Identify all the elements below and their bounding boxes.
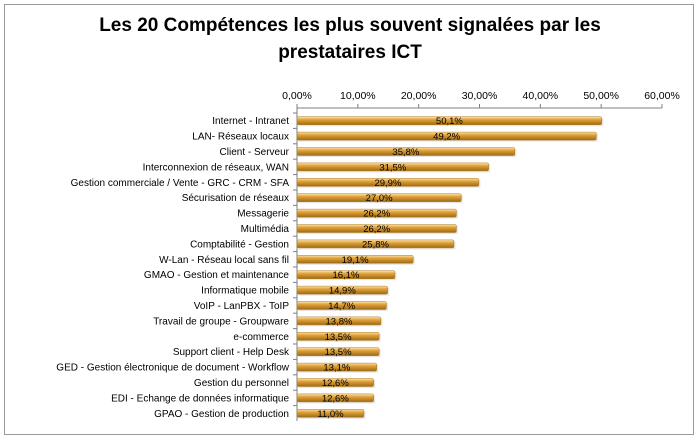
data-label: 11,0% bbox=[317, 409, 344, 420]
data-label: 13,5% bbox=[325, 347, 352, 358]
category-label: GED - Gestion électronique de document -… bbox=[56, 363, 289, 374]
data-label: 13,8% bbox=[326, 316, 353, 327]
bar bbox=[296, 178, 480, 187]
data-label: 13,5% bbox=[325, 332, 352, 343]
category-label: GPAO - Gestion de production bbox=[154, 409, 289, 420]
category-label: Client - Serveur bbox=[220, 147, 290, 158]
bar bbox=[296, 301, 387, 310]
bar bbox=[296, 208, 457, 218]
data-label: 12,6% bbox=[322, 378, 349, 389]
bar bbox=[296, 332, 380, 341]
chart-title: Les 20 Compétences les plus souvent sign… bbox=[0, 12, 700, 66]
data-label: 49,2% bbox=[433, 132, 460, 143]
data-label: 13,1% bbox=[323, 363, 350, 374]
bar bbox=[296, 362, 377, 372]
bar bbox=[296, 285, 388, 295]
bar bbox=[296, 316, 382, 326]
category-label: Comptabilité - Gestion bbox=[190, 239, 289, 250]
data-label: 14,9% bbox=[329, 286, 356, 297]
bar bbox=[296, 131, 597, 141]
category-label: Support client - Help Desk bbox=[173, 347, 290, 358]
category-labels: Internet - Intranet LAN- Réseaux locaux Cl… bbox=[56, 116, 290, 420]
data-label: 16,1% bbox=[333, 270, 360, 281]
bar bbox=[296, 239, 455, 249]
category-label: Gestion du personnel bbox=[194, 378, 289, 389]
category-label: Gestion commerciale / Vente - GRC - CRM … bbox=[71, 178, 290, 189]
bar bbox=[296, 255, 414, 264]
x-tick-label: 50,00% bbox=[583, 90, 619, 102]
category-label: Informatique mobile bbox=[201, 286, 289, 297]
bar bbox=[296, 147, 516, 156]
x-tick-label: 20,00% bbox=[401, 90, 437, 102]
data-label: 26,2% bbox=[363, 224, 390, 235]
category-label: e-commerce bbox=[233, 332, 289, 343]
category-label: Travail de groupe - Groupware bbox=[153, 316, 289, 327]
data-label: 25,8% bbox=[362, 239, 389, 250]
x-tick-label: 60,00% bbox=[644, 90, 680, 102]
data-label: 12,6% bbox=[322, 393, 349, 404]
data-label: 19,1% bbox=[342, 255, 369, 266]
x-tick-label: 30,00% bbox=[462, 90, 498, 102]
x-tick-label: 10,00% bbox=[340, 90, 376, 102]
bars: 50,1% 49,2% 35,8% 31,5% 29,9% 27,0% 26,2% 26,2%… bbox=[296, 116, 604, 420]
category-label: EDI - Echange de données informatique bbox=[111, 393, 289, 404]
bar bbox=[296, 193, 462, 202]
data-label: 35,8% bbox=[392, 147, 419, 158]
category-label: Sécurisation de réseaux bbox=[182, 193, 289, 204]
category-label: VoIP - LanPBX - ToIP bbox=[194, 301, 290, 312]
category-label: W-Lan - Réseau local sans fil bbox=[159, 255, 289, 266]
bar bbox=[296, 347, 380, 356]
category-label: LAN- Réseaux locaux bbox=[192, 132, 289, 143]
category-label: Interconnexion de réseaux, WAN bbox=[143, 162, 289, 173]
category-label: GMAO - Gestion et maintenance bbox=[144, 270, 290, 281]
bar bbox=[296, 378, 374, 387]
category-label: Multimédia bbox=[241, 224, 290, 235]
x-tick-label: 0,00% bbox=[282, 90, 312, 102]
chart-title-line-2: prestataires ICT bbox=[278, 42, 422, 63]
data-label: 27,0% bbox=[366, 193, 393, 204]
bar bbox=[296, 409, 365, 418]
bar bbox=[296, 224, 457, 233]
x-axis: 0,00% 10,00% 20,00% 30,00% 40,00% 50,00% 60,00… bbox=[282, 90, 680, 421]
chart-title-line-1: Les 20 Compétences les plus souvent sign… bbox=[99, 15, 601, 36]
bar bbox=[296, 116, 603, 125]
category-label: Internet - Intranet bbox=[212, 116, 289, 127]
bar bbox=[296, 162, 489, 172]
data-label: 50,1% bbox=[436, 116, 463, 127]
data-label: 26,2% bbox=[363, 209, 390, 220]
data-label: 31,5% bbox=[379, 162, 406, 173]
data-label: 29,9% bbox=[374, 178, 401, 189]
bar bbox=[296, 393, 374, 403]
data-label: 14,7% bbox=[328, 301, 355, 312]
category-label: Messagerie bbox=[237, 209, 289, 220]
x-tick-label: 40,00% bbox=[523, 90, 559, 102]
bar bbox=[296, 270, 396, 279]
